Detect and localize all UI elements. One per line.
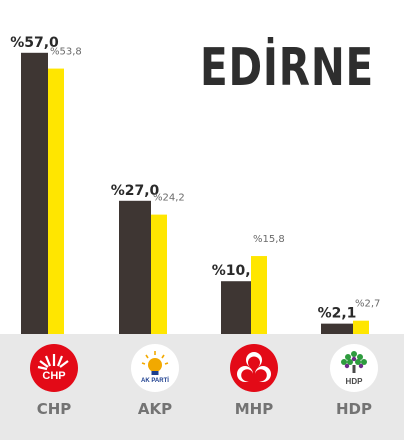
hdp-tree-icon: HDP: [330, 344, 378, 392]
hdp-logo-text: HDP: [345, 377, 363, 386]
party-akp: AK PARTİ AKP: [105, 334, 205, 440]
party-mhp: MHP: [204, 334, 304, 440]
party-name-hdp: HDP: [336, 400, 372, 418]
bar-mhp-series-2: [251, 256, 267, 334]
data-label-akp-series-1: %27,0: [111, 183, 160, 199]
bar-akp-series-1: [119, 200, 151, 334]
party-chp: CHP CHP: [4, 334, 104, 440]
data-label-hdp-series-2: %2,7: [355, 299, 380, 310]
party-name-mhp: MHP: [234, 400, 274, 418]
data-label-mhp-series-1: %10,7: [212, 263, 261, 279]
bar-chart: %57,0%53,8 %27,0%24,2 %10,7 %15,8 %2,1%2,7: [10, 35, 380, 334]
data-label-chp-series-1: %57,0: [10, 35, 59, 51]
chp-six-arrows-icon: CHP: [30, 344, 78, 392]
party-name-akp: AKP: [137, 400, 173, 418]
chart-title: EDİRNE: [200, 38, 375, 98]
ak-parti-lightbulb-icon: AK PARTİ: [131, 344, 179, 392]
data-label-chp-series-2: %53,8: [50, 47, 82, 58]
bar-mhp-series-1: [221, 281, 251, 334]
party-footer: CHP CHP AK PARTİ AKP: [0, 334, 404, 440]
bar-chp-series-1: [21, 52, 48, 334]
bar-chp-series-2: [48, 68, 64, 334]
mhp-three-crescents-icon: [230, 344, 278, 392]
chp-logo-text: CHP: [42, 370, 66, 382]
data-label-akp-series-2: %24,2: [153, 193, 185, 204]
bar-hdp-series-1: [321, 323, 353, 334]
party-hdp: HDP HDP: [304, 334, 404, 440]
akp-logo-text: AK PARTİ: [141, 378, 169, 384]
bar-hdp-series-2: [353, 320, 369, 334]
bar-akp-series-2: [151, 214, 167, 334]
data-label-mhp-series-2: %15,8: [253, 234, 285, 245]
chart-area: %57,0 %53,8 %27,0 %24,2 %10,7 %15,8 %2,1 %2,7 E…: [10, 35, 380, 334]
party-name-chp: CHP: [36, 400, 72, 418]
data-label-hdp-series-1: %2,1: [318, 306, 357, 322]
